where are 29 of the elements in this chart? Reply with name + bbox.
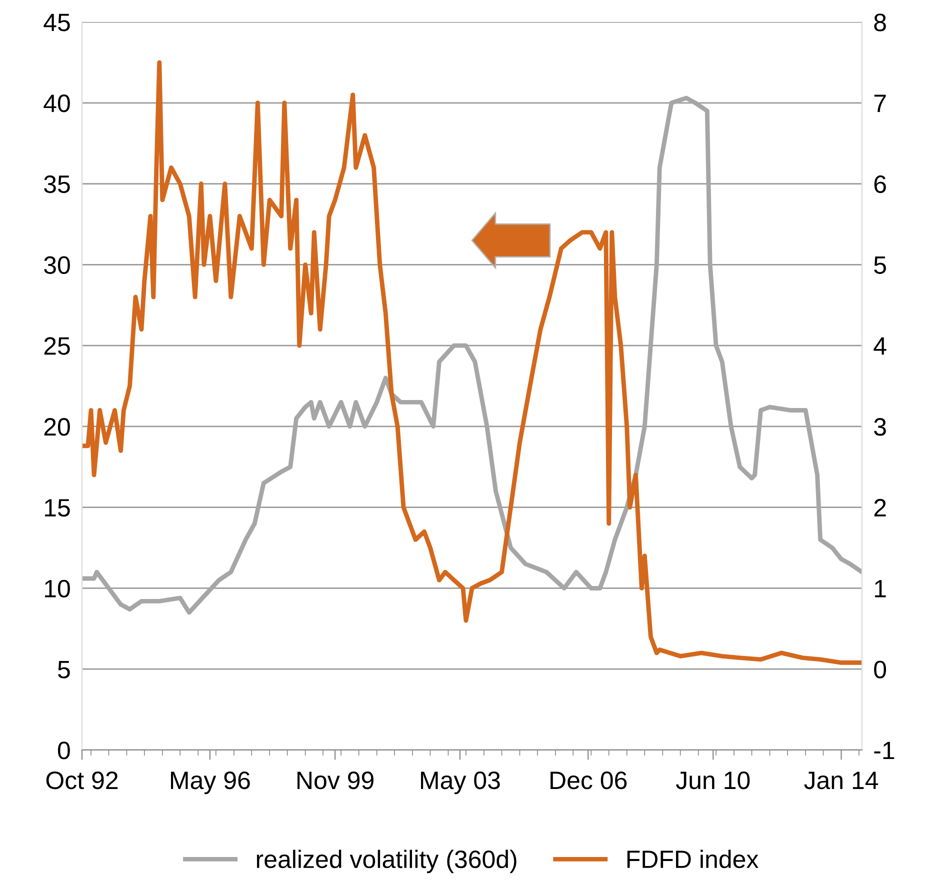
y-tick-label: 20	[44, 418, 70, 436]
y-tick-label: 45	[44, 14, 70, 32]
x-tick-label: Jun 10	[676, 771, 750, 790]
y-tick-label: 0	[58, 742, 70, 760]
y2-tick-label: -1	[874, 742, 894, 760]
x-tick-label: Jan 14	[804, 772, 878, 790]
y2-tick-label: 6	[874, 175, 886, 194]
x-tick-label: Dec 06	[550, 771, 627, 790]
y2-tick-label: 1	[875, 580, 886, 598]
y2-tick-label: 2	[874, 498, 886, 516]
y2-tick-label: 7	[874, 94, 886, 112]
y2-tick-label: 0	[874, 660, 886, 678]
y2-tick-label: 5	[874, 256, 886, 274]
y2-tick-label: 3	[874, 418, 886, 436]
y-tick-label: 35	[44, 175, 70, 194]
x-tick-label: Oct 92	[46, 771, 118, 790]
legend-label: realized volatility (360d)	[256, 850, 516, 874]
y-tick-label: 10	[44, 580, 70, 598]
y-tick-label: 5	[58, 660, 70, 678]
x-tick-label: May 03	[421, 771, 500, 794]
y-tick-label: 30	[44, 256, 70, 274]
y-tick-label: 25	[44, 337, 70, 355]
y2-tick-label: 4	[874, 337, 886, 355]
y-tick-label: 15	[44, 499, 70, 517]
x-tick-label: Nov 99	[298, 771, 374, 790]
x-tick-label: May 96	[171, 771, 250, 794]
y2-tick-label: 8	[874, 14, 886, 32]
legend-label: FDFD index	[627, 850, 758, 868]
y-tick-label: 40	[44, 94, 70, 112]
